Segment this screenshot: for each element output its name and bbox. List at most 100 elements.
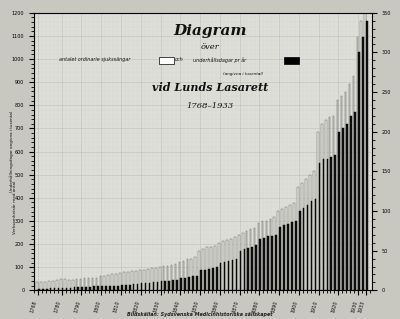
Bar	[345, 92, 346, 290]
Bar	[97, 286, 99, 290]
Bar	[322, 160, 324, 290]
Bar	[167, 266, 168, 290]
Bar	[226, 240, 228, 290]
Bar	[152, 282, 154, 290]
Bar	[337, 100, 338, 290]
Bar	[274, 217, 275, 290]
Bar	[176, 280, 178, 290]
Bar	[156, 282, 158, 290]
Bar	[313, 171, 315, 290]
Bar	[234, 237, 236, 290]
Bar	[147, 269, 149, 290]
Bar	[202, 249, 204, 290]
Bar	[60, 279, 62, 290]
Bar	[96, 278, 97, 290]
Bar	[84, 278, 85, 290]
Bar	[236, 259, 237, 290]
Bar	[283, 225, 285, 290]
Bar	[171, 265, 172, 290]
Bar	[238, 235, 240, 290]
Bar	[117, 286, 119, 290]
Bar	[287, 224, 289, 290]
Bar	[364, 13, 366, 290]
Bar	[127, 272, 129, 290]
Bar	[139, 270, 141, 290]
Bar	[200, 271, 202, 290]
Bar	[212, 268, 214, 290]
Bar	[196, 276, 198, 290]
Bar	[216, 267, 218, 290]
Bar	[72, 280, 74, 290]
Bar	[186, 259, 188, 290]
Bar	[301, 183, 303, 290]
Bar	[164, 281, 166, 290]
Bar	[281, 209, 283, 290]
Bar	[109, 286, 111, 290]
Bar	[101, 286, 103, 290]
Text: och: och	[175, 57, 184, 63]
Bar	[240, 251, 241, 290]
Bar	[121, 285, 123, 290]
Bar	[112, 274, 113, 290]
Bar	[358, 52, 360, 290]
Bar	[141, 283, 142, 290]
Bar	[297, 187, 299, 290]
Bar	[100, 276, 101, 290]
Bar	[307, 205, 308, 290]
Bar	[267, 236, 269, 290]
Bar	[244, 249, 245, 290]
Bar	[218, 243, 220, 290]
Bar	[104, 276, 105, 290]
Bar	[108, 275, 109, 290]
Bar	[362, 37, 364, 290]
Bar	[266, 220, 267, 290]
Bar	[36, 282, 38, 290]
Bar	[342, 128, 344, 290]
Bar	[303, 208, 304, 290]
Bar	[285, 207, 287, 290]
Bar	[334, 155, 336, 290]
Bar	[311, 202, 312, 290]
Bar	[330, 157, 332, 290]
Bar	[66, 288, 67, 290]
Bar	[46, 289, 48, 290]
Bar	[352, 76, 354, 290]
Bar	[70, 288, 71, 290]
Bar	[149, 283, 150, 290]
Bar	[40, 282, 42, 290]
Bar	[228, 261, 229, 290]
Bar	[168, 281, 170, 290]
Bar	[82, 287, 83, 290]
Bar	[38, 289, 40, 290]
Bar	[58, 288, 59, 290]
Bar	[289, 205, 291, 290]
Bar	[151, 268, 152, 290]
Text: 1768–1933: 1768–1933	[186, 101, 233, 109]
Text: Underhållningsdagar angivna i tusental: Underhållningsdagar angivna i tusental	[10, 111, 14, 192]
Bar	[210, 247, 212, 290]
Bar	[224, 262, 226, 290]
Bar	[246, 231, 248, 290]
Bar	[163, 266, 164, 290]
Bar	[54, 288, 56, 290]
Bar	[325, 120, 326, 290]
Bar	[125, 285, 126, 290]
Bar	[74, 287, 75, 290]
Bar	[248, 248, 249, 290]
Bar	[56, 280, 58, 290]
Bar	[145, 283, 146, 290]
Bar	[137, 284, 138, 290]
Bar	[123, 272, 125, 290]
Bar	[50, 288, 52, 290]
Text: (angivna i tusental): (angivna i tusental)	[224, 72, 264, 76]
Bar	[278, 211, 279, 290]
Bar	[184, 278, 186, 290]
Bar	[262, 221, 263, 290]
Bar	[143, 270, 145, 290]
Bar	[68, 280, 70, 290]
Bar	[222, 241, 224, 290]
Bar	[206, 248, 208, 290]
Bar	[333, 116, 334, 290]
Bar	[305, 179, 307, 290]
Bar	[80, 279, 82, 290]
